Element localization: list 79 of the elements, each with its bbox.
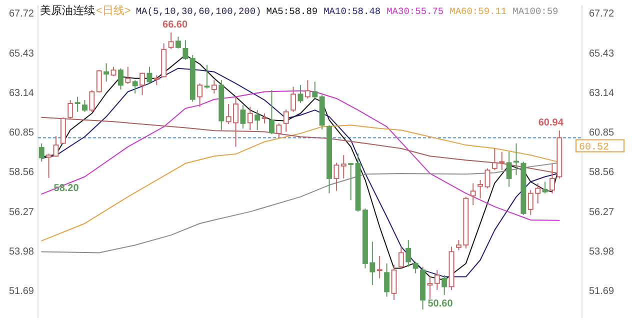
y-tick-label: 65.43: [8, 48, 34, 60]
candlestick: [240, 104, 246, 129]
candlestick: [89, 90, 95, 112]
candlestick: [146, 66, 152, 84]
y2-tick-label: 51.69: [589, 286, 614, 298]
candlestick: [254, 110, 260, 131]
y-tick-label: 58.56: [8, 167, 34, 178]
candlestick: [125, 66, 131, 85]
candlestick: [298, 84, 304, 104]
annotation: 58.20: [54, 182, 80, 194]
y2-tick-label: 53.98: [589, 246, 614, 258]
candlestick: [406, 240, 412, 268]
candlestick: [197, 82, 203, 108]
y-tick-label: 56.27: [8, 206, 34, 218]
candlestick: [312, 81, 318, 99]
candlestick: [484, 168, 490, 189]
candlestick: [168, 32, 174, 50]
candlestick: [38, 142, 44, 162]
candlestick: [247, 106, 253, 131]
candlestick: [478, 180, 484, 199]
text: MA60:59.11: [450, 6, 507, 17]
candlestick: [384, 262, 390, 298]
text: MA100:59: [512, 6, 559, 17]
candlestick: [211, 80, 217, 94]
y-tick-label: 67.72: [8, 8, 34, 20]
candlestick: [262, 112, 268, 124]
candlestick: [74, 96, 80, 112]
text: MA10:58.48: [324, 6, 381, 17]
candlestick: [104, 62, 110, 82]
candlestick: [542, 181, 548, 194]
candlestick: [110, 66, 116, 77]
annotation: 50.60: [428, 298, 454, 310]
annotation: 66.60: [162, 20, 188, 31]
y-tick-label: 63.14: [8, 88, 34, 99]
candlestick: [470, 182, 476, 206]
annotation: 60.94: [538, 118, 564, 129]
legend-title: MA(5,10,30,60,100,200): [136, 6, 262, 17]
y-tick-label: 53.98: [8, 246, 34, 258]
candlestick: [398, 246, 404, 269]
ref-line-label: 60.52: [579, 142, 610, 154]
candlestick: [53, 136, 59, 158]
candlestick: [412, 261, 418, 274]
text: MA5:58.89: [266, 6, 318, 17]
candlestick: [132, 80, 138, 94]
candlestick: [204, 64, 210, 89]
candlestick: [340, 154, 346, 179]
candlestick: [549, 162, 555, 194]
candlestick: [391, 264, 397, 300]
candlestick: [182, 40, 188, 61]
y2-tick-label: 67.72: [589, 8, 614, 20]
candlestick: [348, 162, 354, 201]
y-tick-label: 60.85: [8, 128, 34, 139]
candlestick: [276, 122, 282, 138]
candlestick: [68, 100, 74, 119]
candlestick: [269, 90, 274, 135]
candlestick: [434, 270, 440, 290]
candlestick: [82, 100, 88, 112]
y-tick-label: 51.69: [8, 286, 34, 298]
candlestick: [96, 70, 102, 93]
y2-tick-label: 58.56: [589, 167, 614, 178]
candlestick: [334, 162, 340, 192]
candlestick: [118, 68, 124, 90]
candlestick: [46, 153, 52, 178]
y2-tick-label: 56.27: [589, 206, 614, 218]
y2-tick-label: 63.14: [589, 88, 614, 99]
candlestick: [140, 72, 146, 96]
candlestick: [442, 274, 448, 296]
candlestick: [304, 80, 310, 99]
candlestick: [176, 36, 181, 49]
y2-tick-label: 65.43: [589, 48, 614, 60]
y2-tick-label: 60.85: [589, 128, 614, 139]
text: MA30:55.75: [386, 6, 444, 17]
chart-title: 美原油连续: [40, 4, 95, 17]
candlestick: [376, 256, 382, 279]
candlestick: [154, 74, 160, 86]
candlestick: [290, 86, 296, 112]
chart-subtitle: <日线>: [96, 4, 131, 17]
candlestick: [427, 276, 433, 300]
candlestick: [283, 108, 289, 132]
